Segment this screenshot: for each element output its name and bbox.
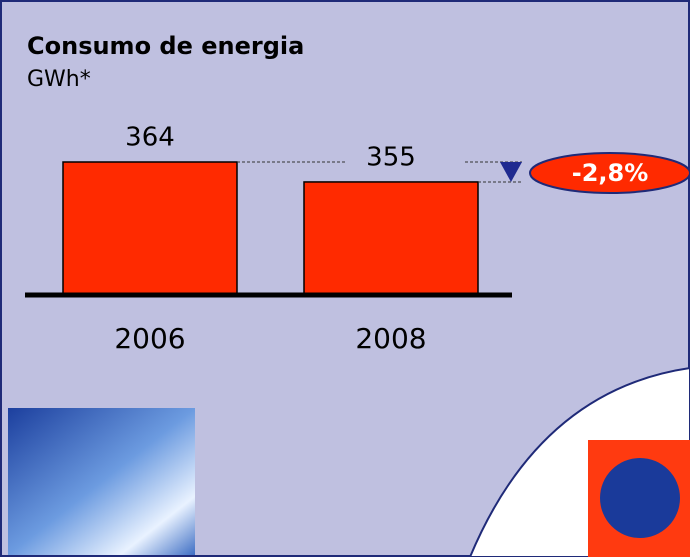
x-tick-label: 2008 [355,322,426,355]
subtitle: GWh* [27,67,91,92]
photo [8,408,195,555]
bar [303,181,479,296]
logo-circle [600,458,680,538]
x-tick-label: 2006 [114,322,185,355]
value-label: 355 [366,142,416,172]
down-arrow [500,162,522,182]
change-badge [529,152,690,194]
value-label: 364 [125,123,175,153]
chart-title: Consumo de energia [27,32,304,60]
bar [62,161,238,296]
change-label: -2,8% [572,159,649,187]
